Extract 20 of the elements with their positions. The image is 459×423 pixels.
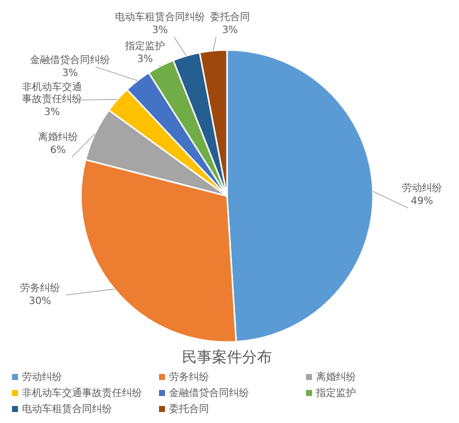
data-label: 30% bbox=[28, 296, 52, 307]
slice-label: 劳动纠纷 bbox=[401, 183, 443, 195]
data-label: 6% bbox=[50, 145, 66, 156]
data-label: 49% bbox=[410, 196, 434, 207]
data-label: 3% bbox=[137, 54, 153, 65]
legend-label: 非机动车交通事故责任纠纷 bbox=[22, 387, 142, 399]
data-label: 3% bbox=[62, 68, 78, 79]
legend-label: 离婚纠纷 bbox=[316, 371, 356, 383]
data-label: 3% bbox=[152, 25, 168, 36]
legend-label: 劳动纠纷 bbox=[22, 371, 62, 383]
legend-label: 金融借贷合同纠纷 bbox=[169, 387, 249, 399]
data-label: 3% bbox=[44, 107, 60, 118]
slice-label: 金融借贷合同纠纷 bbox=[29, 55, 111, 67]
legend-label: 电动车租赁合同纠纷 bbox=[22, 403, 112, 415]
data-label: 3% bbox=[222, 25, 238, 36]
slice-label: 劳务纠纷 bbox=[19, 283, 61, 295]
legend-label: 委托合同 bbox=[169, 403, 209, 415]
legend-label: 指定监护 bbox=[315, 387, 356, 399]
legend-label: 劳务纠纷 bbox=[169, 371, 209, 383]
text: 民事案件分布 bbox=[182, 348, 272, 366]
